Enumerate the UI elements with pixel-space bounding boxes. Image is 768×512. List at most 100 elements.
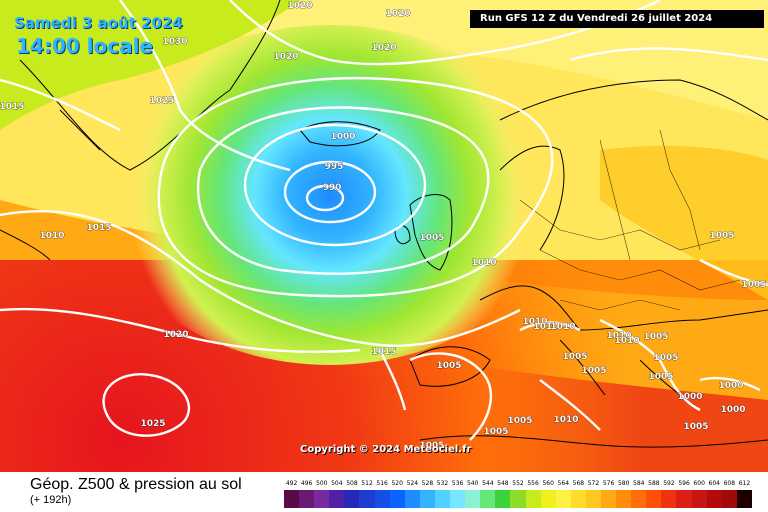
legend-label: 568 <box>572 480 585 487</box>
isobar-label: 1010 <box>553 415 578 425</box>
isobar-label: 1010 <box>614 336 639 346</box>
isobar-label: 1025 <box>149 96 174 106</box>
weather-map: 9909951000100510101010101510151020102010… <box>0 0 768 472</box>
isobar-label: 1005 <box>436 361 461 371</box>
isobar-label: 1015 <box>371 347 396 357</box>
legend-swatch <box>344 490 360 508</box>
legend-swatch <box>691 490 707 508</box>
legend-swatch <box>450 490 466 508</box>
legend-label: 532 <box>436 480 449 487</box>
legend-swatch <box>646 490 662 508</box>
isobar-label: 1010 <box>606 331 631 341</box>
isobar-label: 1000 <box>330 132 355 142</box>
legend-swatch <box>389 490 405 508</box>
isobar-label: 1005 <box>507 416 532 426</box>
legend-label: 592 <box>663 480 675 487</box>
legend-label: 572 <box>587 480 600 487</box>
isobar-label: 990 <box>323 183 342 193</box>
legend-label: 496 <box>300 480 313 487</box>
legend-label: 508 <box>346 480 358 487</box>
legend-swatch <box>585 490 601 508</box>
legend-swatch <box>299 490 315 508</box>
legend-swatch <box>434 490 451 508</box>
legend-swatch <box>480 490 496 508</box>
legend-label: 580 <box>617 480 630 487</box>
legend-swatch <box>661 490 677 508</box>
legend-swatch <box>495 490 511 508</box>
field-east-orange <box>600 145 768 300</box>
legend-label: 512 <box>361 480 373 487</box>
isobar-label: 1005 <box>709 231 734 241</box>
legend-label: 528 <box>421 480 434 487</box>
model-run-banner: Run GFS 12 Z du Vendredi 26 juillet 2024 <box>470 10 764 28</box>
legend-swatch <box>676 490 692 508</box>
legend-label: 492 <box>285 480 298 487</box>
isobar-label: 1025 <box>140 419 165 429</box>
isobar-lines <box>0 0 768 441</box>
legend-swatch <box>419 490 435 508</box>
isobar-label: 1005 <box>581 366 606 376</box>
legend-swatch <box>284 490 300 508</box>
coastlines <box>0 0 768 448</box>
legend-label: 500 <box>316 480 328 487</box>
isobar-label: 1005 <box>419 441 444 451</box>
legend-swatch <box>525 490 541 508</box>
isobar-label: 1020 <box>163 330 188 340</box>
legend-label: 540 <box>466 480 479 487</box>
isobar-label: 1000 <box>718 381 743 391</box>
isobar-label: 1005 <box>653 353 678 363</box>
isobar-label: 1030 <box>162 37 187 47</box>
isobar-label: 1010 <box>550 322 575 332</box>
legend-swatch <box>510 490 526 508</box>
isobar-label: 995 <box>325 162 344 172</box>
field-low <box>100 25 560 365</box>
legend-label: 536 <box>451 480 464 487</box>
isobar-label: 1005 <box>683 422 708 432</box>
legend-swatch <box>631 490 647 508</box>
legend-label: 552 <box>512 480 524 487</box>
legend-swatch <box>329 490 345 508</box>
legend-swatch <box>359 490 375 508</box>
copyright-text: Copyright © 2024 Meteociel.fr <box>300 444 472 455</box>
legend-swatch <box>374 490 390 508</box>
isobar-label: 1020 <box>385 9 410 19</box>
isobar-label: 1010 <box>471 258 496 268</box>
forecast-date: Samedi 3 août 2024 <box>14 14 183 32</box>
legend-label: 564 <box>557 480 570 487</box>
legend-label: 600 <box>693 480 705 487</box>
isobar-label: 1005 <box>562 352 587 362</box>
footer-title: Géop. Z500 & pression au sol <box>30 476 242 493</box>
isobar-label: 1005 <box>741 280 766 290</box>
isobar-label: 1000 <box>677 392 702 402</box>
legend-label: 596 <box>678 480 690 487</box>
legend-label: 584 <box>633 480 645 487</box>
legend-swatch <box>721 490 737 508</box>
isobar-label: 1015 <box>86 223 111 233</box>
legend-swatch <box>465 490 481 508</box>
isobar-label: 1000 <box>720 405 745 415</box>
legend-label: 544 <box>482 480 494 487</box>
legend-swatch <box>555 490 571 508</box>
isobar-label: 1005 <box>643 332 668 342</box>
legend-swatch <box>616 490 632 508</box>
isobar-label: 1015 <box>0 102 25 112</box>
field-greenland-green <box>0 0 300 130</box>
forecast-time: 14:00 locale <box>16 34 153 58</box>
legend-swatch <box>736 490 752 508</box>
isobar-label: 1010 <box>39 231 64 241</box>
legend-label: 524 <box>406 480 419 487</box>
legend-label: 588 <box>648 480 660 487</box>
isobar-label: 1005 <box>483 427 508 437</box>
legend-label: 516 <box>376 480 388 487</box>
legend-label: 520 <box>391 480 403 487</box>
isobar-label: 1010 <box>522 317 547 327</box>
isobar-label: 1005 <box>419 233 444 243</box>
legend-label: 604 <box>708 480 720 487</box>
legend-label: 576 <box>602 480 615 487</box>
legend-label: 612 <box>738 480 751 487</box>
isobar-label: 1020 <box>287 1 312 11</box>
isobar-labels: 9909951000100510101010101510151020102010… <box>0 1 767 452</box>
borders <box>519 129 741 311</box>
legend-label: 560 <box>542 480 554 487</box>
legend-swatch <box>404 490 420 508</box>
